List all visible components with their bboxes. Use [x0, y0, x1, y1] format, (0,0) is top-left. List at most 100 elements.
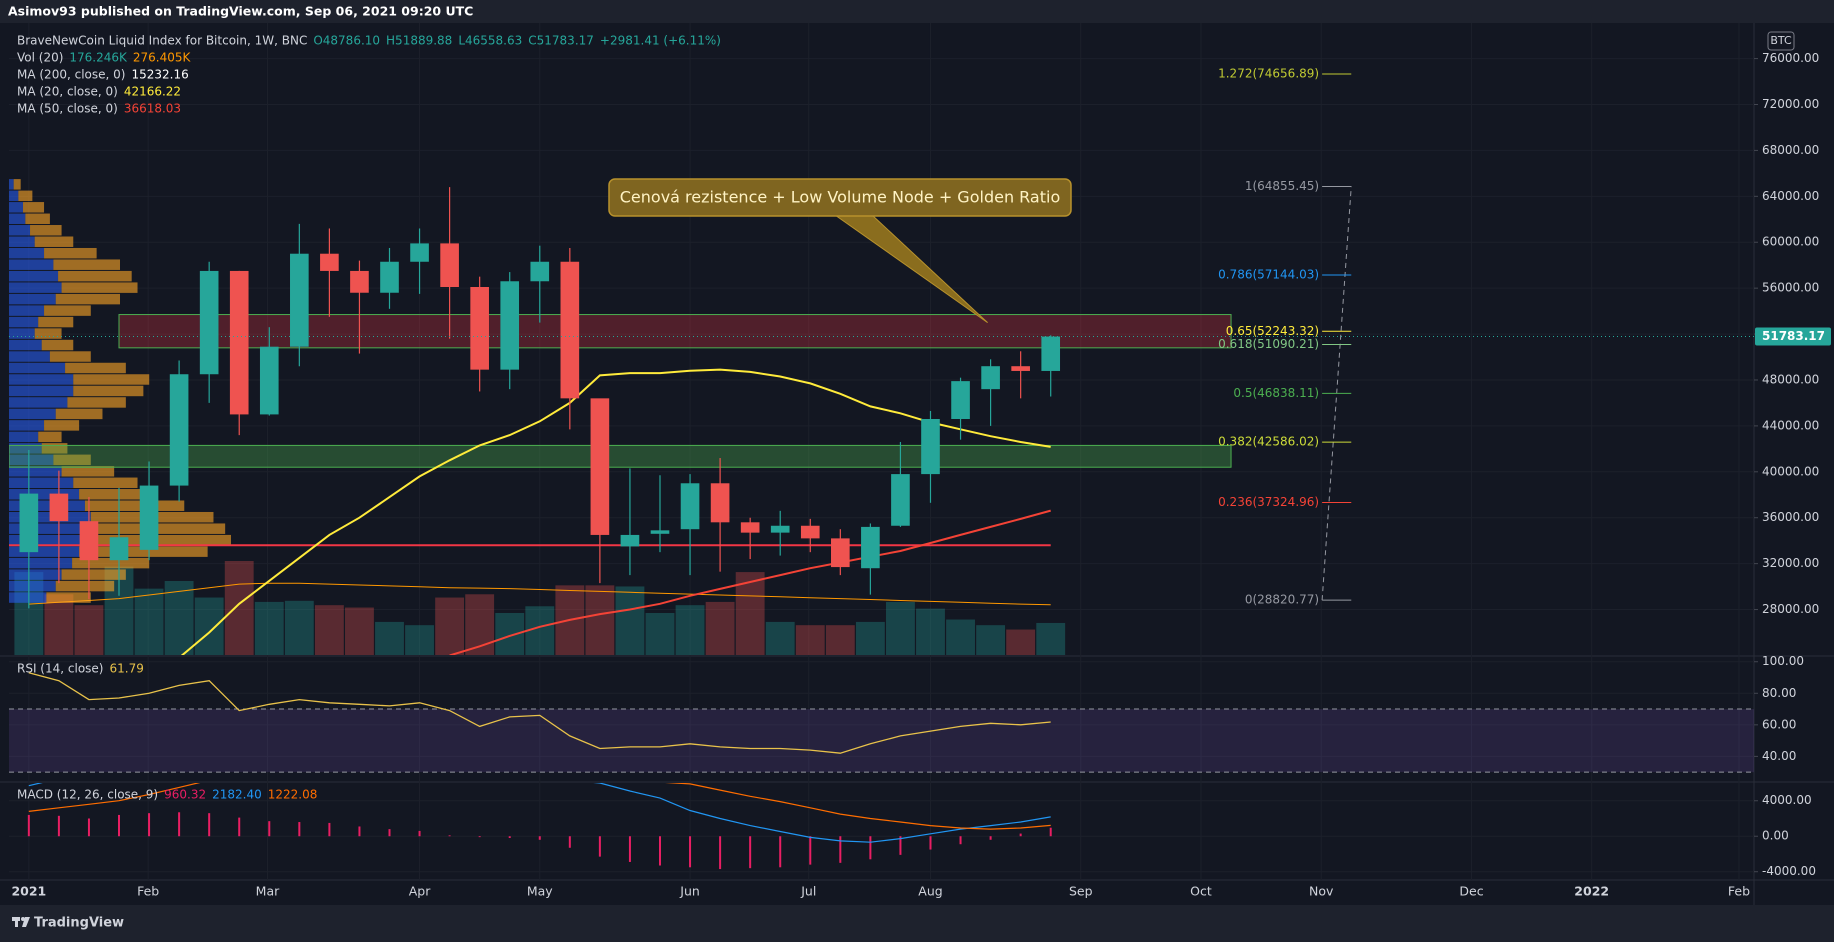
- volume-profile-up: [9, 339, 42, 351]
- volume-bar: [495, 613, 525, 655]
- y-tick-label: 36000.00: [1762, 510, 1819, 524]
- macd-histogram-bar: [689, 836, 692, 868]
- volume-bar: [705, 601, 735, 655]
- volume-profile-up: [9, 293, 56, 305]
- volume-profile-up: [9, 385, 74, 397]
- y-tick-label: 0.00: [1762, 829, 1789, 843]
- macd-histogram-bar: [388, 829, 391, 837]
- volume-profile-down: [58, 270, 132, 282]
- x-tick-label: Apr: [409, 884, 431, 899]
- candle-body: [350, 270, 369, 293]
- x-tick-label: Jun: [679, 884, 700, 899]
- macd-histogram-bar: [929, 836, 932, 850]
- volume-profile-down: [34, 236, 74, 247]
- macd-histogram-bar: [118, 814, 121, 837]
- volume-profile-up: [9, 534, 91, 546]
- price-pane: 1.272(74656.89) 1(64855.45) 0.786(57144.03…: [9, 66, 1754, 655]
- legend-value: 61.79: [109, 662, 143, 676]
- macd-histogram-bar: [628, 836, 631, 862]
- candle-body: [440, 243, 459, 288]
- volume-profile-down: [44, 420, 80, 431]
- fib-label: 1.272(74656.89): [1218, 66, 1319, 80]
- volume-profile-down: [25, 213, 50, 225]
- rsi-pane: [9, 672, 1754, 773]
- volume-profile-up: [9, 259, 54, 270]
- volume-profile-down: [65, 362, 126, 374]
- candle-body: [169, 374, 189, 486]
- candle-body: [380, 261, 399, 293]
- callout-text: Cenová rezistence + Low Volume Node + Go…: [620, 188, 1061, 207]
- volume-profile-down: [38, 431, 62, 443]
- volume-profile-down: [49, 351, 91, 362]
- y-tick-label: 64000.00: [1762, 189, 1819, 203]
- y-tick-label: 32000.00: [1762, 556, 1819, 570]
- volume-profile-up: [9, 282, 62, 293]
- volume-bar: [825, 625, 855, 655]
- y-tick-label: -4000.00: [1762, 864, 1816, 878]
- volume-profile-down: [44, 305, 91, 316]
- volume-profile-up: [9, 489, 80, 500]
- volume-profile-down: [61, 466, 115, 477]
- volume-profile-up: [9, 247, 45, 259]
- callout-box: [608, 178, 1072, 217]
- volume-bar: [886, 601, 915, 655]
- volume-profile-down: [41, 339, 74, 351]
- volume-bar: [254, 601, 284, 655]
- legend-ohlc: H51889.88: [386, 34, 452, 48]
- candle-body: [770, 525, 790, 533]
- legend-value: 960.32: [164, 788, 206, 802]
- volume-bar: [164, 581, 194, 655]
- legend-ohlc: +2981.41 (+6.11%): [600, 34, 721, 48]
- volume-bar: [134, 588, 164, 655]
- volume-profile-up: [9, 592, 47, 603]
- macd-histogram-bar: [27, 814, 30, 837]
- legend-ohlc: L46558.63: [458, 34, 522, 48]
- macd-histogram-bar: [148, 813, 151, 837]
- candle-body: [530, 261, 550, 282]
- y-tick-label: 80.00: [1762, 686, 1796, 700]
- macd-histogram-bar: [568, 836, 571, 848]
- volume-profile-up: [9, 523, 97, 534]
- x-tick-label: Feb: [137, 884, 159, 899]
- legend-value: 42166.22: [124, 85, 181, 99]
- candle-body: [259, 346, 279, 415]
- fib-label: 1(64855.45): [1245, 179, 1319, 193]
- y-tick-label: 60.00: [1762, 717, 1796, 731]
- volume-profile-down: [53, 259, 120, 270]
- fib-label: 0.618(51090.21): [1218, 337, 1319, 351]
- candle-body: [290, 253, 309, 347]
- y-tick-label: 40000.00: [1762, 464, 1819, 478]
- macd-pane: [27, 783, 1052, 870]
- volume-profile-up: [9, 190, 19, 202]
- macd-line: [28, 783, 1051, 843]
- legend-value: 276.405K: [133, 51, 192, 65]
- last-price-label: 51783.17: [1762, 329, 1825, 343]
- candle-body: [500, 281, 520, 370]
- candle-body: [710, 483, 730, 523]
- x-tick-label: Jul: [800, 884, 816, 899]
- volume-bar: [976, 625, 1006, 655]
- x-tick-label: Nov: [1309, 884, 1334, 899]
- volume-profile-down: [53, 454, 91, 466]
- volume-profile-up: [9, 454, 54, 466]
- volume-bar: [765, 621, 795, 655]
- volume-profile-down: [46, 592, 91, 603]
- x-tick-label: Oct: [1190, 884, 1212, 899]
- macd-histogram-bar: [448, 835, 451, 837]
- fib-label: 0(28820.77): [1245, 593, 1319, 607]
- x-tick-label: Mar: [256, 884, 280, 899]
- volume-bar: [375, 621, 404, 655]
- y-tick-label: 40.00: [1762, 749, 1796, 763]
- volume-bar: [675, 605, 705, 655]
- candle-body: [740, 522, 760, 533]
- volume-bar: [284, 600, 314, 655]
- x-tick-label: Sep: [1069, 884, 1093, 899]
- candle-body: [470, 287, 489, 370]
- volume-profile-down: [61, 282, 138, 293]
- macd-histogram-bar: [178, 812, 181, 837]
- legend-value: 2182.40: [212, 788, 262, 802]
- legend-title: BraveNewCoin Liquid Index for Bitcoin, 1…: [17, 34, 307, 48]
- candle-body: [199, 270, 219, 375]
- candle-body: [229, 270, 249, 415]
